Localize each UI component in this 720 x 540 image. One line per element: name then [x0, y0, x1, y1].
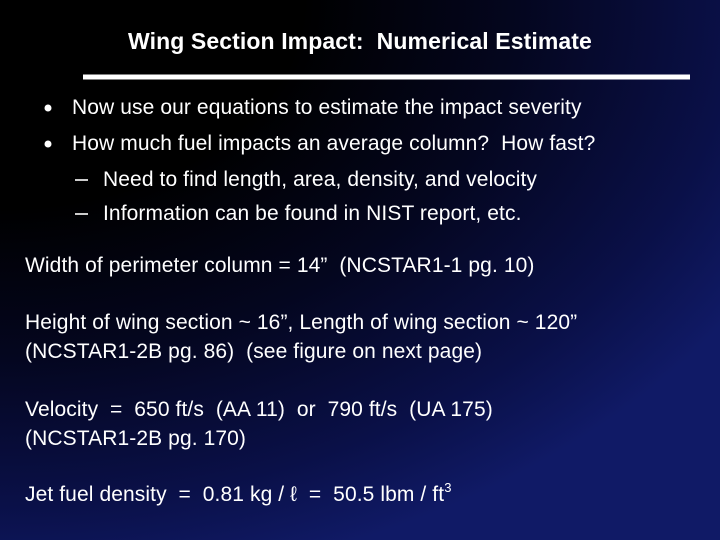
- paragraph-line: Height of wing section ~ 16”, Length of …: [25, 311, 578, 334]
- sub-bullet-text: Need to find length, area, density, and …: [103, 168, 538, 191]
- bullet-dot: [44, 140, 52, 148]
- paragraph-line: (NCSTAR1-2B pg. 170): [25, 427, 247, 450]
- sub-bullet-text: Information can be found in NIST report,…: [103, 202, 522, 225]
- superscript: 3: [444, 480, 452, 495]
- paragraph-line: (NCSTAR1-2B pg. 86) (see figure on next …: [25, 340, 483, 363]
- bullet-dot: [44, 104, 52, 112]
- paragraph-line: Width of perimeter column = 14” (NCSTAR1…: [25, 254, 535, 277]
- paragraph-line: Velocity = 650 ft/s (AA 11) or 790 ft/s …: [25, 398, 493, 421]
- slide-title: Wing Section Impact: Numerical Estimate: [128, 28, 592, 54]
- density-text: Jet fuel density = 0.81 kg / ℓ = 50.5 lb…: [25, 483, 445, 506]
- bullet-text: How much fuel impacts an average column?…: [72, 132, 596, 155]
- paragraph-line: Jet fuel density = 0.81 kg / ℓ = 50.5 lb…: [25, 480, 452, 509]
- bullet-text: Now use our equations to estimate the im…: [72, 96, 582, 119]
